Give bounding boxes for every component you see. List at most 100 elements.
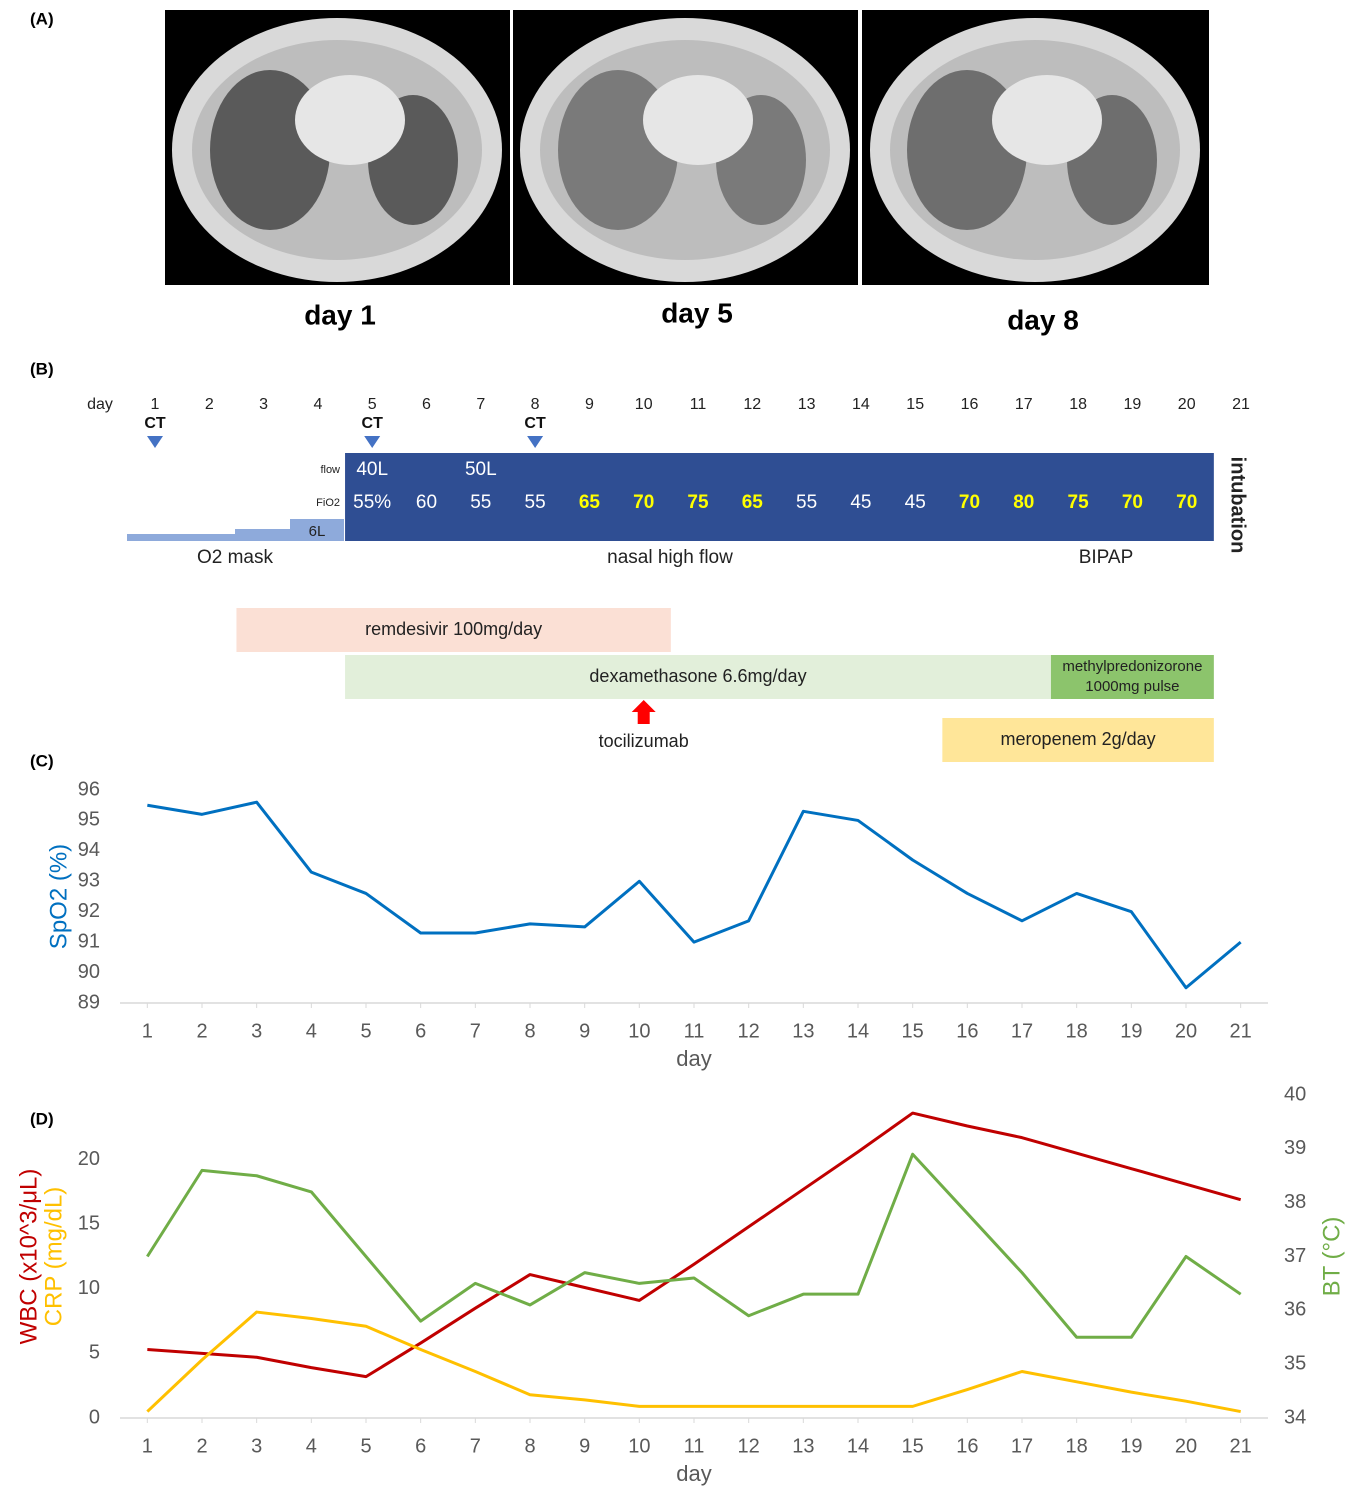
day-number: 8: [531, 396, 540, 413]
caption: day 8: [1007, 304, 1079, 335]
x-tick-label: 1: [142, 1435, 153, 1457]
day-number: 18: [1069, 396, 1087, 413]
day-number: 15: [906, 396, 924, 413]
tocilizumab-label: tocilizumab: [599, 731, 689, 751]
y2-tick-label: 35: [1284, 1352, 1306, 1374]
caption: day 1: [304, 299, 376, 330]
y2-tick-label: 34: [1284, 1406, 1306, 1428]
x-tick-label: 8: [524, 1020, 535, 1042]
support-label: BIPAP: [1079, 547, 1134, 568]
x-tick-label: 2: [196, 1020, 207, 1042]
x-tick-label: 17: [1011, 1020, 1033, 1042]
panel-label: (D): [30, 1109, 54, 1128]
ct-marker: [147, 436, 163, 448]
x-tick-label: 2: [196, 1435, 207, 1457]
day-number: 7: [476, 396, 485, 413]
x-tick-label: 4: [306, 1020, 317, 1042]
figure: (A) day 1 day 5 day 8 (B) day 6L O2 mask…: [0, 0, 1357, 1487]
y-tick-label: 89: [78, 991, 100, 1013]
x-tick-label: 20: [1175, 1435, 1197, 1457]
x-tick-label: 16: [956, 1020, 978, 1042]
y-tick-label: 0: [89, 1406, 100, 1428]
x-tick-label: 19: [1120, 1435, 1142, 1457]
x-tick-label: 13: [792, 1435, 814, 1457]
fio2-value: 65: [742, 492, 764, 513]
flow-value: 40L: [356, 459, 388, 480]
x-tick-label: 11: [684, 1020, 705, 1042]
day-number: 17: [1015, 396, 1033, 413]
series-line: [147, 1154, 1240, 1337]
y-tick-label: 93: [78, 870, 100, 892]
x-tick-label: 12: [738, 1020, 760, 1042]
x-tick-label: 19: [1120, 1020, 1142, 1042]
ct-image: [862, 10, 1209, 285]
x-tick-label: 6: [415, 1435, 426, 1457]
fio2-value: 55: [796, 492, 817, 513]
fio2-value: 75: [1068, 492, 1090, 513]
day-number: 14: [852, 396, 870, 413]
y2-tick-label: 39: [1284, 1137, 1306, 1159]
fio2-value: 65: [579, 492, 601, 513]
ct-image: [165, 10, 510, 285]
x-tick-label: 20: [1175, 1020, 1197, 1042]
day-number: 9: [585, 396, 594, 413]
day-number: 5: [368, 396, 377, 413]
x-tick-label: 6: [415, 1020, 426, 1042]
y-tick-label: 5: [89, 1342, 100, 1364]
x-axis-title: day: [676, 1461, 711, 1486]
day-number: 2: [205, 396, 214, 413]
x-tick-label: 17: [1011, 1435, 1033, 1457]
y2-tick-label: 38: [1284, 1191, 1306, 1213]
treatment-label: meropenem 2g/day: [1001, 729, 1156, 749]
x-tick-label: 15: [902, 1020, 924, 1042]
x-tick-label: 4: [306, 1435, 317, 1457]
x-tick-label: 9: [579, 1020, 590, 1042]
day-number: 3: [259, 396, 268, 413]
ct-label: CT: [362, 415, 384, 432]
support-label: O2 mask: [197, 547, 274, 568]
fio2-value: 55%: [353, 492, 391, 513]
ct-marker: [527, 436, 543, 448]
row-label: flow: [320, 464, 340, 476]
series-line: [147, 802, 1240, 988]
x-tick-label: 12: [738, 1435, 760, 1457]
x-tick-label: 5: [360, 1020, 371, 1042]
y-tick-label: 10: [78, 1277, 100, 1299]
ct-label: CT: [524, 415, 546, 432]
x-tick-label: 16: [956, 1435, 978, 1457]
x-tick-label: 7: [470, 1020, 481, 1042]
y-axis-title: CRP (mg/dL): [40, 1187, 67, 1327]
x-tick-label: 3: [251, 1435, 262, 1457]
ct-label: CT: [144, 415, 166, 432]
x-axis-title: day: [676, 1046, 711, 1071]
day-number: 20: [1178, 396, 1196, 413]
x-tick-label: 11: [684, 1435, 705, 1457]
fio2-value: 45: [850, 492, 871, 513]
y2-tick-label: 40: [1284, 1083, 1306, 1105]
x-tick-label: 3: [251, 1020, 262, 1042]
x-tick-label: 5: [360, 1435, 371, 1457]
fio2-value: 55: [470, 492, 491, 513]
x-tick-label: 14: [847, 1020, 869, 1042]
y-axis-title: SpO2 (%): [45, 844, 72, 949]
fio2-value: 70: [633, 492, 654, 513]
day-number: 19: [1124, 396, 1142, 413]
x-tick-label: 7: [470, 1435, 481, 1457]
day-number: 1: [151, 396, 160, 413]
panel-label: (C): [30, 751, 54, 770]
day-number: 13: [798, 396, 816, 413]
flow-value: 50L: [465, 459, 497, 480]
o2-step: [127, 534, 235, 541]
day-number: 21: [1232, 396, 1250, 413]
treatment-label: remdesivir 100mg/day: [365, 619, 542, 639]
fio2-value: 55: [525, 492, 546, 513]
support-label: nasal high flow: [607, 547, 733, 568]
day-number: 12: [743, 396, 761, 413]
support-label: intubation: [1227, 457, 1249, 554]
panel-label: (B): [30, 359, 54, 378]
panel-label: (A): [30, 9, 54, 28]
fio2-value: 75: [687, 492, 709, 513]
day-number: 6: [422, 396, 431, 413]
x-tick-label: 18: [1066, 1435, 1088, 1457]
fio2-value: 60: [416, 492, 437, 513]
